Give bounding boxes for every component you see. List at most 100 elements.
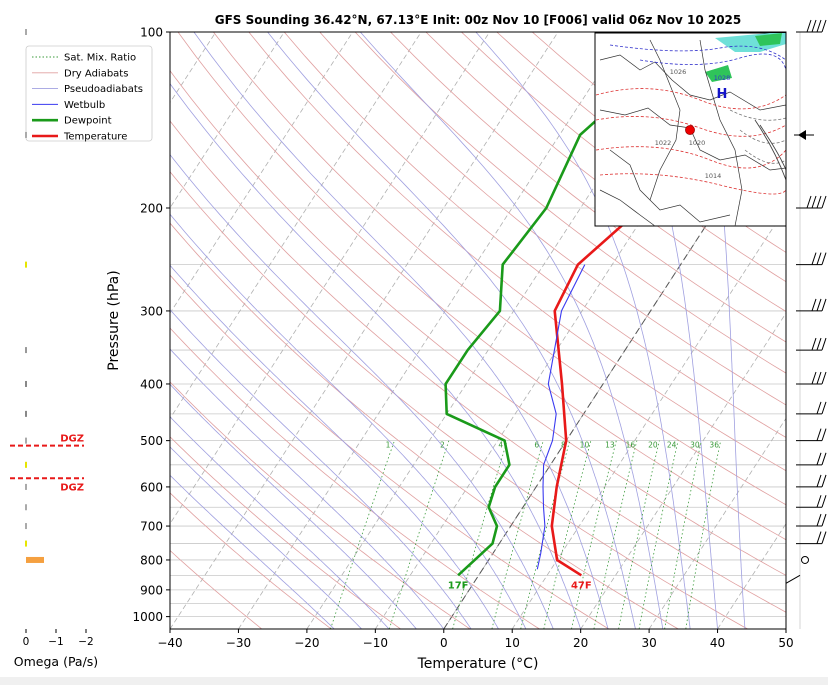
- wind-barb-tick: [817, 253, 821, 265]
- dgz-label: DGZ: [60, 434, 84, 445]
- wind-barb-tick: [822, 514, 826, 526]
- legend-entry: Wetbulb: [64, 100, 105, 111]
- wind-barb-tick: [822, 372, 826, 384]
- wind-barb: [794, 130, 814, 140]
- wind-barb-tick: [817, 475, 821, 487]
- x-tick-label: 20: [573, 636, 588, 650]
- y-tick-label: 200: [140, 201, 163, 215]
- omega-bar: [25, 462, 27, 468]
- wind-barb-tick: [822, 20, 826, 32]
- wind-barb-tick: [817, 196, 821, 208]
- wind-barb-tick: [817, 372, 821, 384]
- footer-strip: [0, 677, 828, 685]
- wind-barb-flag: [798, 130, 806, 140]
- wind-barb-tick: [822, 429, 826, 441]
- wind-barb-panel: [786, 20, 826, 629]
- mixing-ratio-label: 30: [690, 441, 700, 450]
- wind-barb-tick: [817, 402, 821, 414]
- wind-barb-tick: [822, 402, 826, 414]
- wind-barb: [796, 495, 826, 507]
- mixing-ratio-label: 10: [580, 441, 590, 450]
- wind-barb: [796, 453, 826, 465]
- wind-barb: [802, 556, 809, 563]
- x-axis-label: Temperature (°C): [417, 656, 539, 672]
- y-tick-label: 700: [140, 520, 163, 534]
- mixing-ratio-label: 6: [534, 441, 539, 450]
- inset-map: 1028 1026 1022 1020 1014 H: [595, 33, 786, 226]
- y-tick-label: 100: [140, 26, 163, 40]
- x-tick-label: 40: [710, 636, 725, 650]
- x-tick-label: 10: [505, 636, 520, 650]
- omega-bar: [25, 411, 27, 417]
- wind-barb: [796, 338, 826, 350]
- wind-barb: [786, 575, 800, 583]
- x-tick-label: −10: [363, 636, 388, 650]
- wind-barb: [796, 402, 826, 414]
- omega-bar: [26, 557, 44, 563]
- omega-bar: [25, 347, 27, 353]
- omega-tick-label: 0: [23, 636, 30, 648]
- wind-barb-shaft: [786, 575, 800, 583]
- wind-barb-tick: [812, 299, 816, 311]
- wind-barb: [796, 299, 826, 311]
- wind-barb: [796, 475, 826, 487]
- y-tick-label: 900: [140, 583, 163, 597]
- x-tick-label: 0: [440, 636, 448, 650]
- isotherm-line: [786, 32, 828, 629]
- legend-entry: Dewpoint: [64, 116, 112, 127]
- wind-barb-tick: [822, 299, 826, 311]
- inset-isobar-label: 1020: [689, 139, 706, 147]
- wind-barb-tick: [822, 253, 826, 265]
- wind-barb-tick: [822, 338, 826, 350]
- x-tick-label: −20: [294, 636, 319, 650]
- y-tick-label: 300: [140, 304, 163, 318]
- omega-bar: [25, 523, 27, 529]
- omega-bar: [25, 381, 27, 387]
- y-tick-label: 500: [140, 434, 163, 448]
- y-tick-label: 1000: [132, 610, 163, 624]
- wind-barb: [796, 196, 826, 208]
- wind-barb-tick: [812, 253, 816, 265]
- mixing-ratio-label: 16: [626, 441, 636, 450]
- inset-isobar-label: 1014: [705, 172, 722, 180]
- y-tick-label: 800: [140, 553, 163, 567]
- inset-isobar-label: 1022: [655, 139, 672, 147]
- wind-barb-tick: [812, 338, 816, 350]
- wind-barb-tick: [822, 475, 826, 487]
- wind-barb-tick: [822, 453, 826, 465]
- inset-high-label: H: [717, 87, 728, 102]
- wind-barb-tick: [817, 299, 821, 311]
- y-tick-label: 600: [140, 480, 163, 494]
- legend-entry: Temperature: [63, 132, 127, 143]
- wind-barb: [796, 514, 826, 526]
- omega-bar: [25, 438, 27, 444]
- x-tick-label: −30: [226, 636, 251, 650]
- x-tick-label: −40: [157, 636, 182, 650]
- surface-dewpoint-label: 17F: [448, 580, 469, 591]
- omega-axis-label: Omega (Pa/s): [14, 654, 98, 669]
- omega-bar: [25, 541, 27, 547]
- wind-barb-tick: [822, 495, 826, 507]
- omega-tick-label: −1: [48, 636, 63, 648]
- wind-barb-calm: [802, 556, 809, 563]
- wind-barb-tick: [817, 495, 821, 507]
- mixing-ratio-label: 4: [498, 441, 503, 450]
- mixing-ratio-label: 24: [667, 441, 677, 450]
- wind-barb: [796, 429, 826, 441]
- mixing-ratio-label: 36: [709, 441, 719, 450]
- y-axis-label: Pressure (hPa): [106, 270, 122, 370]
- wind-barb: [796, 253, 826, 265]
- wind-barb-tick: [812, 196, 816, 208]
- wind-barb-tick: [817, 429, 821, 441]
- wind-barb: [796, 532, 826, 544]
- mixing-ratio-label: 1: [386, 441, 391, 450]
- inset-isobar-label: 1026: [670, 68, 687, 76]
- inset-isobar-label: 1028: [714, 74, 731, 82]
- wind-barb-tick: [822, 532, 826, 544]
- wind-barb-tick: [817, 338, 821, 350]
- location-marker: [685, 125, 694, 134]
- wind-barb-tick: [812, 20, 816, 32]
